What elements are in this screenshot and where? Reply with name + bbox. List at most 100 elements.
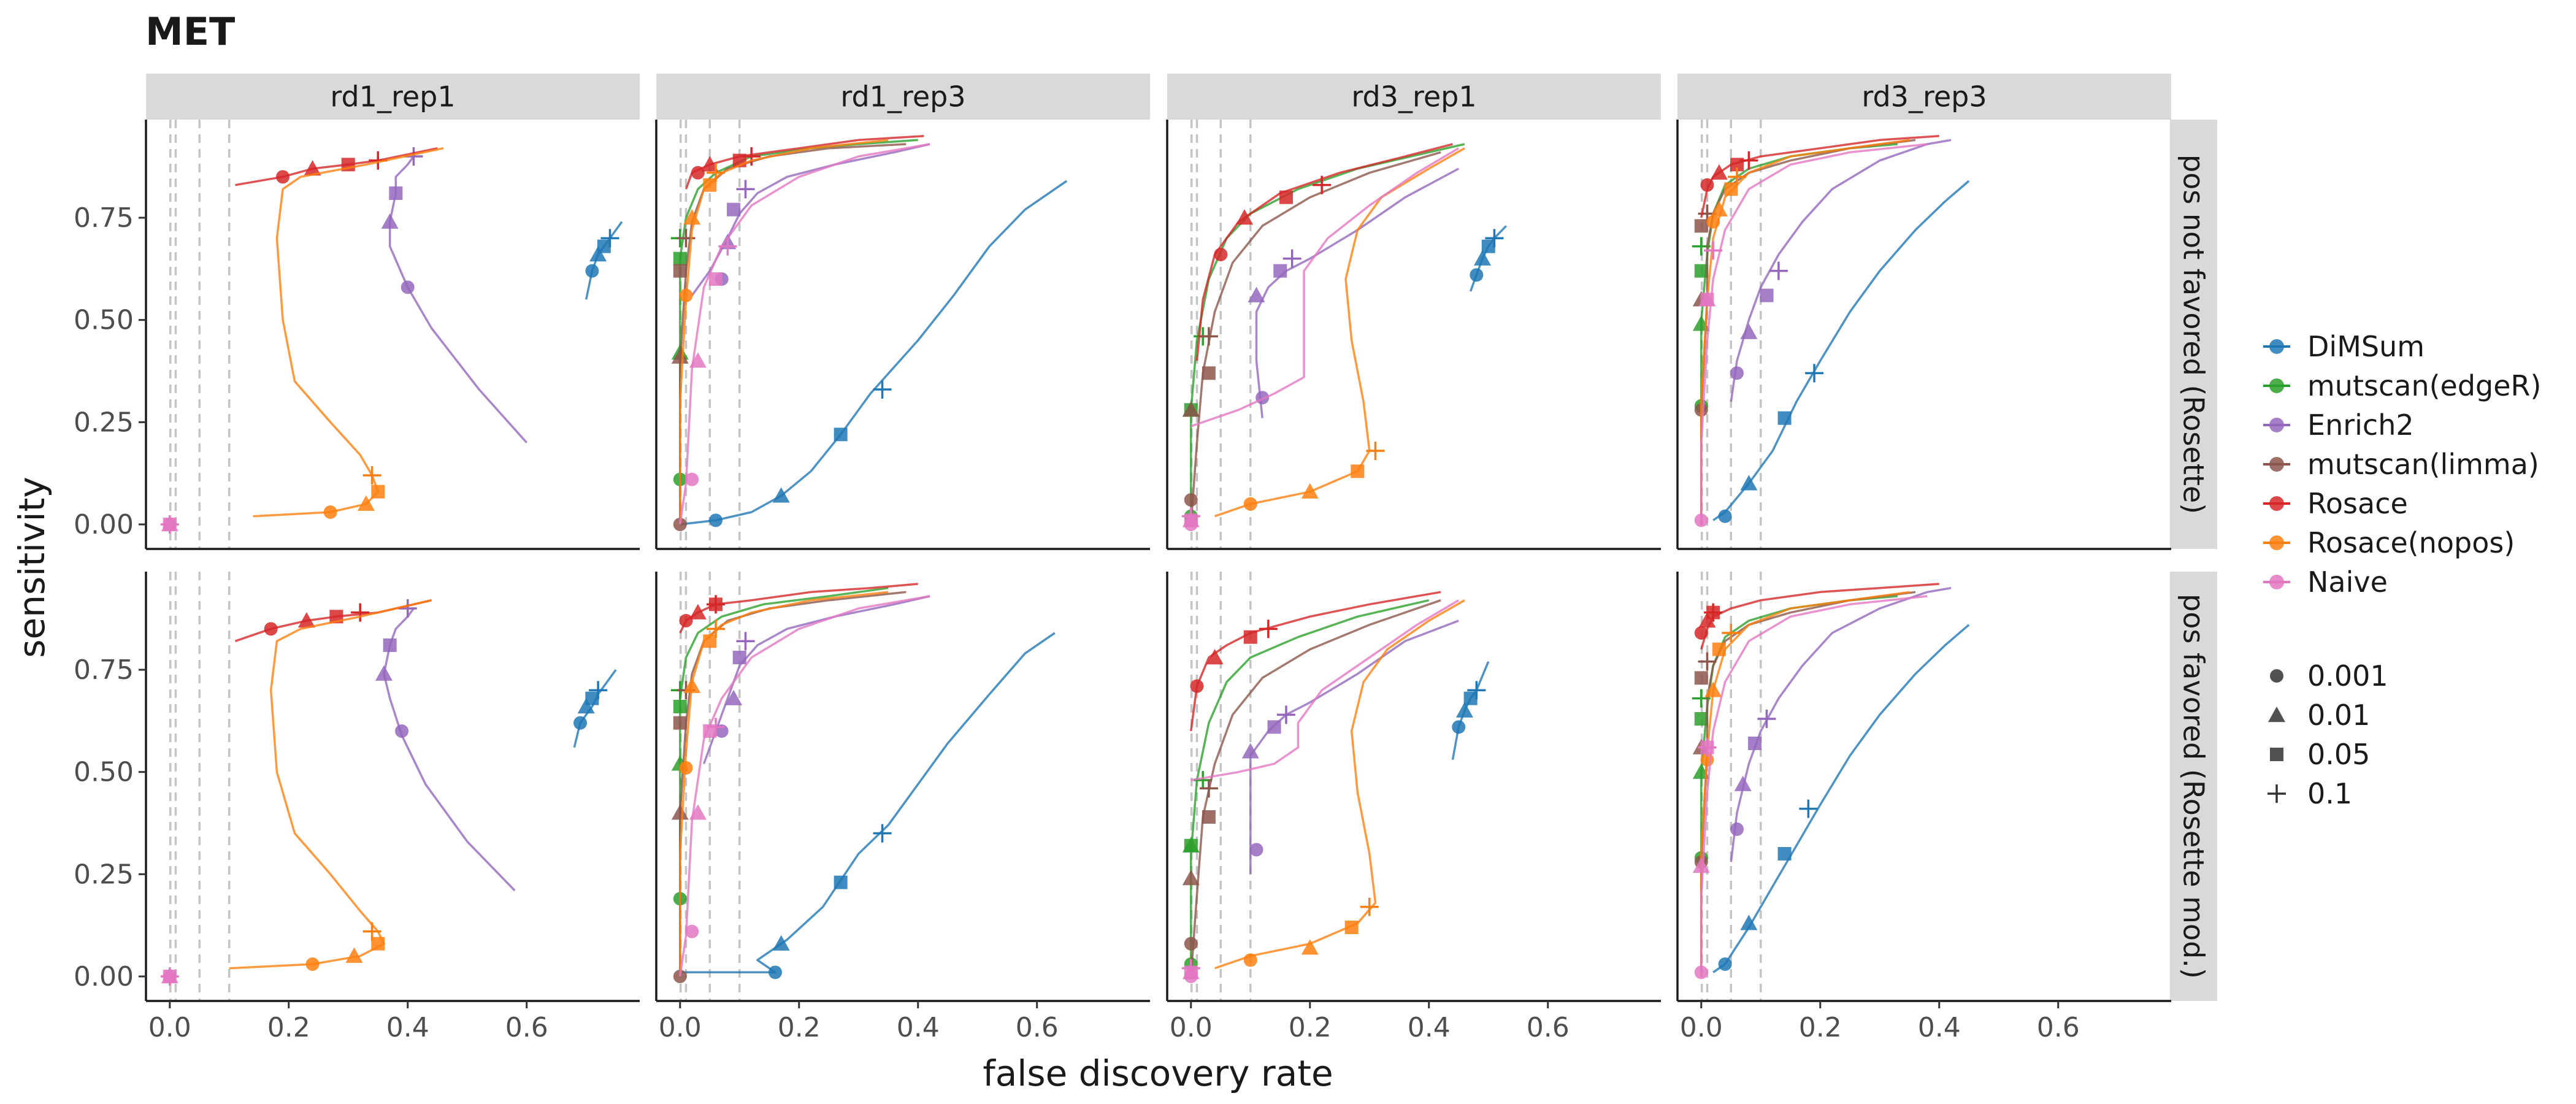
threshold-marker-square xyxy=(1344,921,1359,934)
x-tick-label: 0.0 xyxy=(659,1012,702,1043)
y-tick-label: 0.00 xyxy=(74,961,134,992)
threshold-marker-circle xyxy=(691,166,705,180)
facet-panel xyxy=(655,120,1150,550)
legend-item-method: Naive xyxy=(2263,565,2388,599)
threshold-marker-circle xyxy=(1184,937,1198,951)
y-tick-label: 0.25 xyxy=(74,859,134,890)
legend-item-threshold: 0.05 xyxy=(2270,738,2370,771)
threshold-marker-triangle xyxy=(1704,681,1722,697)
threshold-marker-plus xyxy=(736,180,755,199)
threshold-marker-plus xyxy=(1282,249,1301,268)
threshold-marker-triangle xyxy=(1206,649,1224,665)
method-curve-line xyxy=(1700,139,1916,524)
threshold-marker-plus xyxy=(589,681,608,700)
legend-item-method: mutscan(limma) xyxy=(2263,448,2539,481)
threshold-marker-triangle xyxy=(1740,914,1758,930)
method-curve-line xyxy=(679,139,889,524)
threshold-marker-plus xyxy=(1485,229,1504,248)
legend-key-circle xyxy=(2269,418,2284,432)
method-curve-line xyxy=(1700,595,1928,976)
column-strip: rd3_rep1 xyxy=(1167,74,1661,120)
threshold-marker-circle xyxy=(401,280,415,294)
threshold-marker-triangle xyxy=(1236,209,1254,225)
threshold-marker-square xyxy=(1267,720,1281,734)
threshold-marker-circle xyxy=(1694,626,1708,640)
threshold-marker-triangle xyxy=(2268,707,2285,723)
method-curve-line xyxy=(1700,591,1916,976)
legend-label: 0.1 xyxy=(2307,777,2352,810)
threshold-marker-square xyxy=(673,700,687,713)
threshold-marker-square xyxy=(1748,737,1762,750)
threshold-marker-plus xyxy=(1757,710,1776,728)
method-curve-group xyxy=(680,180,1068,527)
threshold-marker-square xyxy=(673,716,687,730)
method-curve-group xyxy=(1692,595,1928,979)
threshold-marker-plus xyxy=(1722,624,1741,642)
threshold-marker-plus xyxy=(600,229,619,248)
method-curve-group xyxy=(1700,591,1910,976)
threshold-marker-square xyxy=(673,251,687,266)
threshold-marker-circle xyxy=(1718,957,1732,971)
threshold-marker-circle xyxy=(1452,720,1466,734)
threshold-marker-circle xyxy=(276,170,290,184)
threshold-marker-plus xyxy=(351,603,370,622)
threshold-marker-triangle xyxy=(381,213,399,229)
method-curve-line xyxy=(388,155,528,443)
method-curve-line xyxy=(1190,599,1430,976)
legend-item-method: Rosace(nopos) xyxy=(2263,526,2515,559)
threshold-marker-triangle xyxy=(1734,775,1752,791)
method-curve-line xyxy=(1214,147,1465,518)
method-curve-line xyxy=(680,632,1056,974)
column-strip-background xyxy=(656,74,1150,120)
threshold-marker-circle xyxy=(768,965,782,979)
row-strip-background xyxy=(2170,120,2217,549)
legend-label: mutscan(limma) xyxy=(2307,448,2539,481)
y-tick-label: 0.75 xyxy=(74,654,134,686)
legend-item-threshold: 0.001 xyxy=(2270,659,2388,692)
x-tick-label: 0.6 xyxy=(505,1012,548,1043)
method-curve-group xyxy=(1700,134,1939,218)
legend-key-circle xyxy=(2269,457,2284,472)
method-curve-line xyxy=(702,595,930,764)
threshold-marker-triangle xyxy=(1301,483,1319,499)
legend-key-circle xyxy=(2269,378,2284,393)
method-curve-line xyxy=(1700,139,1910,524)
method-curve-group xyxy=(679,139,889,524)
method-curve-group xyxy=(1700,139,1910,524)
method-curve-group xyxy=(585,221,623,300)
method-curve-group xyxy=(1190,591,1441,732)
threshold-marker-circle xyxy=(1243,497,1257,511)
legend-item-threshold: 0.1 xyxy=(2267,777,2352,810)
method-curve-group xyxy=(1712,180,1970,523)
threshold-marker-circle xyxy=(585,264,599,278)
threshold-marker-triangle xyxy=(1710,201,1728,217)
threshold-marker-triangle xyxy=(1710,164,1728,180)
method-curve-group xyxy=(573,669,617,748)
threshold-marker-plus xyxy=(362,466,381,485)
threshold-marker-circle xyxy=(305,957,320,971)
threshold-marker-square xyxy=(1481,239,1495,253)
threshold-marker-triangle xyxy=(1474,250,1492,266)
threshold-marker-square xyxy=(834,427,848,442)
threshold-marker-square xyxy=(1463,691,1478,705)
threshold-marker-square xyxy=(1700,293,1714,307)
x-tick-label: 0.0 xyxy=(148,1012,191,1043)
threshold-marker-triangle xyxy=(1182,401,1200,417)
threshold-marker-circle xyxy=(1694,965,1708,979)
method-curve-line xyxy=(1190,151,1441,525)
threshold-marker-square xyxy=(1694,712,1708,726)
method-curve-group xyxy=(160,515,179,534)
threshold-marker-square xyxy=(1712,642,1726,656)
threshold-marker-plus xyxy=(1704,603,1723,622)
facet-panel: 0.00 0.25 0.50 0.75 0.0 0.2 0.4 0.6 xyxy=(74,572,640,1043)
method-curve-line xyxy=(1451,661,1490,761)
threshold-marker-triangle xyxy=(1301,939,1319,955)
threshold-marker-plus xyxy=(362,922,381,941)
legend-key-circle xyxy=(2269,339,2284,354)
x-tick-label: 0.6 xyxy=(2037,1012,2080,1043)
threshold-marker-circle xyxy=(1243,953,1257,967)
threshold-marker-triangle xyxy=(683,677,701,693)
threshold-marker-circle xyxy=(1190,679,1204,693)
column-strip: rd1_rep3 xyxy=(656,74,1150,120)
method-curve-group xyxy=(1182,143,1465,524)
